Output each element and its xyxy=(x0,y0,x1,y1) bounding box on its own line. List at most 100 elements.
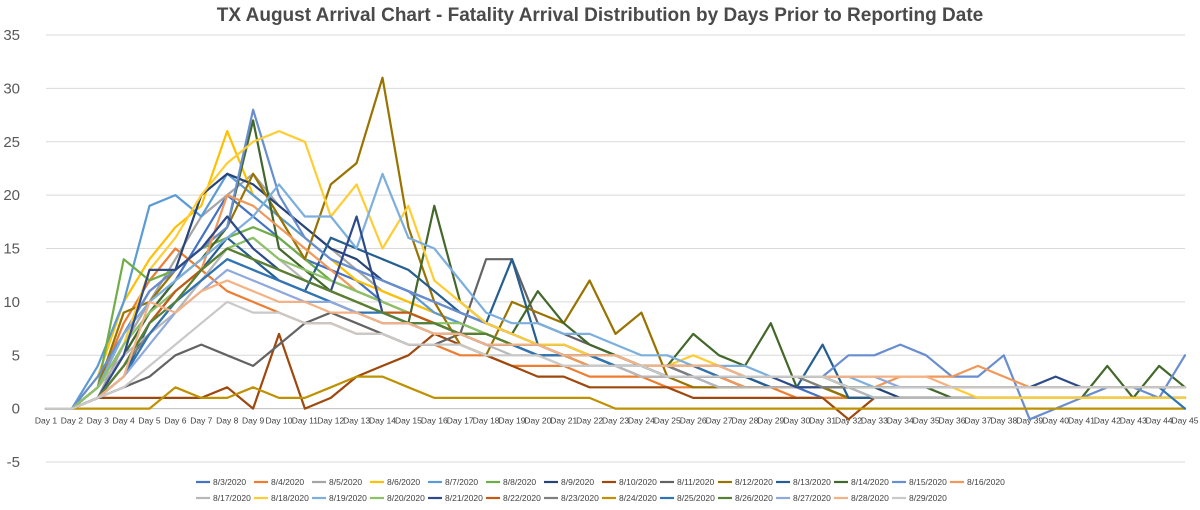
y-tick-label: 0 xyxy=(12,401,20,418)
legend-item: 8/7/2020 xyxy=(428,477,478,487)
legend-label: 8/21/2020 xyxy=(445,493,483,503)
x-tick-label: Day 44 xyxy=(1146,416,1173,426)
legend-item: 8/19/2020 xyxy=(312,493,367,503)
legend-label: 8/6/2020 xyxy=(387,477,420,487)
legend-item: 8/29/2020 xyxy=(892,493,947,503)
legend-label: 8/7/2020 xyxy=(445,477,478,487)
x-tick-label: Day 15 xyxy=(395,416,422,426)
x-tick-label: Day 28 xyxy=(731,416,758,426)
legend-label: 8/28/2020 xyxy=(851,493,889,503)
x-tick-label: Day 23 xyxy=(602,416,629,426)
series-line-8/7/2020 xyxy=(44,172,1187,410)
legend-item: 8/27/2020 xyxy=(776,493,831,503)
x-tick-label: Day 7 xyxy=(190,416,212,426)
legend-item: 8/14/2020 xyxy=(834,477,889,487)
legend-item: 8/11/2020 xyxy=(660,477,714,487)
x-tick-label: Day 31 xyxy=(809,416,836,426)
legend-item: 8/18/2020 xyxy=(254,493,309,503)
x-tick-label: Day 17 xyxy=(447,416,474,426)
series-line-8/5/2020 xyxy=(44,172,1187,410)
x-tick-label: Day 40 xyxy=(1042,416,1069,426)
legend-item: 8/24/2020 xyxy=(602,493,657,503)
series-line-8/19/2020 xyxy=(44,172,1187,410)
x-tick-label: Day 35 xyxy=(913,416,940,426)
x-tick-label: Day 34 xyxy=(887,416,914,426)
legend-label: 8/16/2020 xyxy=(967,477,1005,487)
legend-label: 8/11/2020 xyxy=(677,477,714,487)
x-tick-label: Day 3 xyxy=(87,416,109,426)
x-tick-label: Day 32 xyxy=(835,416,862,426)
x-tick-label: Day 38 xyxy=(990,416,1017,426)
x-tick-label: Day 26 xyxy=(680,416,707,426)
series-line-8/9/2020 xyxy=(44,172,1187,410)
x-tick-label: Day 27 xyxy=(706,416,733,426)
x-tick-label: Day 20 xyxy=(524,416,551,426)
legend-item: 8/25/2020 xyxy=(660,493,715,503)
x-tick-label: Day 6 xyxy=(164,416,186,426)
legend-label: 8/15/2020 xyxy=(909,477,947,487)
legend-item: 8/5/2020 xyxy=(312,477,362,487)
x-tick-label: Day 41 xyxy=(1068,416,1095,426)
series-line-8/4/2020 xyxy=(44,247,1187,410)
legend-item: 8/16/2020 xyxy=(950,477,1005,487)
x-tick-label: Day 12 xyxy=(317,416,344,426)
y-axis: -5 0 5 10 15 20 25 30 35 xyxy=(3,27,20,471)
x-tick-label: Day 10 xyxy=(266,416,293,426)
x-tick-label: Day 45 xyxy=(1172,416,1199,426)
x-tick-label: Day 18 xyxy=(473,416,500,426)
legend-item: 8/23/2020 xyxy=(544,493,599,503)
series-line-8/29/2020 xyxy=(44,300,1187,410)
x-tick-label: Day 13 xyxy=(343,416,370,426)
legend-item: 8/3/2020 xyxy=(196,477,246,487)
x-tick-label: Day 22 xyxy=(576,416,603,426)
y-tick-label: 15 xyxy=(3,241,20,258)
x-tick-label: Day 39 xyxy=(1016,416,1043,426)
x-tick-label: Day 11 xyxy=(292,416,319,426)
legend-label: 8/20/2020 xyxy=(387,493,425,503)
legend-label: 8/3/2020 xyxy=(213,477,246,487)
legend-item: 8/8/2020 xyxy=(486,477,536,487)
legend-label: 8/9/2020 xyxy=(561,477,594,487)
legend-label: 8/5/2020 xyxy=(329,477,362,487)
x-tick-label: Day 19 xyxy=(498,416,525,426)
y-tick-label: 10 xyxy=(3,294,20,311)
legend-label: 8/14/2020 xyxy=(851,477,889,487)
legend-label: 8/12/2020 xyxy=(735,477,773,487)
legend-label: 8/25/2020 xyxy=(677,493,715,503)
legend-item: 8/12/2020 xyxy=(718,477,773,487)
x-tick-label: Day 16 xyxy=(421,416,448,426)
x-tick-label: Day 24 xyxy=(628,416,655,426)
legend-label: 8/18/2020 xyxy=(271,493,309,503)
series-lines xyxy=(44,76,1187,421)
legend-label: 8/4/2020 xyxy=(271,477,304,487)
legend-label: 8/10/2020 xyxy=(619,477,657,487)
x-tick-label: Day 37 xyxy=(964,416,991,426)
x-tick-label: Day 5 xyxy=(138,416,160,426)
legend-label: 8/23/2020 xyxy=(561,493,599,503)
series-line-8/24/2020 xyxy=(44,375,1187,410)
x-tick-label: Day 1 xyxy=(35,416,57,426)
legend-item: 8/13/2020 xyxy=(776,477,831,487)
legend: 8/3/2020 8/4/2020 8/5/2020 8/6/2020 8/7/2020… xyxy=(196,477,1005,503)
legend-label: 8/22/2020 xyxy=(503,493,541,503)
y-tick-label: 5 xyxy=(12,347,20,364)
y-tick-label: 30 xyxy=(3,80,20,97)
x-tick-label: Day 8 xyxy=(216,416,238,426)
legend-label: 8/19/2020 xyxy=(329,493,367,503)
y-tick-label: 20 xyxy=(3,187,20,204)
legend-item: 8/6/2020 xyxy=(370,477,420,487)
x-tick-label: Day 9 xyxy=(242,416,264,426)
y-tick-label: 35 xyxy=(3,27,20,44)
x-tick-label: Day 21 xyxy=(550,416,577,426)
x-tick-label: Day 42 xyxy=(1094,416,1121,426)
legend-label: 8/8/2020 xyxy=(503,477,536,487)
legend-item: 8/10/2020 xyxy=(602,477,657,487)
y-tick-label: 25 xyxy=(3,134,20,151)
x-tick-label: Day 33 xyxy=(861,416,888,426)
x-tick-label: Day 30 xyxy=(783,416,810,426)
legend-item: 8/4/2020 xyxy=(254,477,304,487)
chart-title: TX August Arrival Chart - Fatality Arriv… xyxy=(217,5,983,26)
legend-item: 8/28/2020 xyxy=(834,493,889,503)
